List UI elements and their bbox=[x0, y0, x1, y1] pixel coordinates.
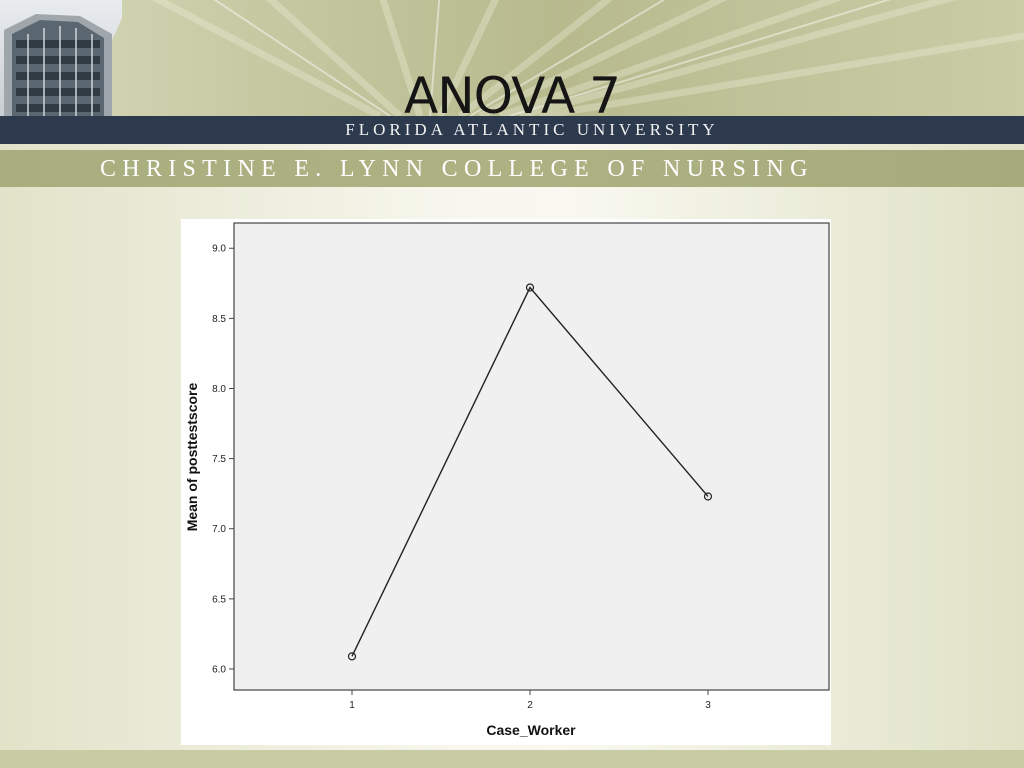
data-point-1 bbox=[347, 652, 357, 661]
y-tick-label: 8.0 bbox=[212, 384, 226, 395]
y-axis-title: Mean of posttestscore bbox=[184, 382, 200, 531]
data-point-2 bbox=[525, 283, 535, 292]
x-tick-label: 1 bbox=[349, 700, 355, 711]
x-tick-label: 2 bbox=[527, 700, 533, 711]
x-axis-title: Case_Worker bbox=[486, 722, 576, 738]
university-name: FLORIDA ATLANTIC UNIVERSITY bbox=[345, 120, 719, 139]
y-axis: 6.0 6.5 7.0 7.5 8.0 8.5 9.0 bbox=[212, 244, 234, 675]
y-tick-label: 8.5 bbox=[212, 314, 226, 325]
chart-panel: 6.0 6.5 7.0 7.5 8.0 8.5 9.0 1 2 3 Mean of postte… bbox=[181, 219, 831, 745]
x-tick-label: 3 bbox=[705, 700, 711, 711]
y-tick-label: 6.0 bbox=[212, 664, 226, 675]
y-tick-label: 6.5 bbox=[212, 594, 226, 605]
university-bar bbox=[0, 116, 1024, 144]
college-bar bbox=[0, 150, 1024, 187]
banner-rays-graphic bbox=[151, 0, 1024, 116]
y-tick-label: 9.0 bbox=[212, 244, 226, 255]
plot-area bbox=[233, 222, 830, 691]
college-name: CHRISTINE E. LYNN COLLEGE OF NURSING bbox=[100, 156, 814, 182]
data-point-3 bbox=[703, 492, 713, 501]
y-tick-label: 7.0 bbox=[212, 524, 226, 535]
slide-title: ANOVA 7 bbox=[404, 67, 621, 125]
line-chart: 6.0 6.5 7.0 7.5 8.0 8.5 9.0 1 2 3 Mean of postte… bbox=[184, 222, 830, 738]
x-axis: 1 2 3 bbox=[349, 690, 711, 711]
building-photo-icon bbox=[0, 0, 122, 116]
y-tick-label: 7.5 bbox=[212, 454, 226, 465]
series-markers bbox=[347, 283, 713, 661]
series-line bbox=[351, 286, 709, 657]
header-banner bbox=[0, 0, 1024, 116]
footer-strip bbox=[0, 750, 1024, 768]
